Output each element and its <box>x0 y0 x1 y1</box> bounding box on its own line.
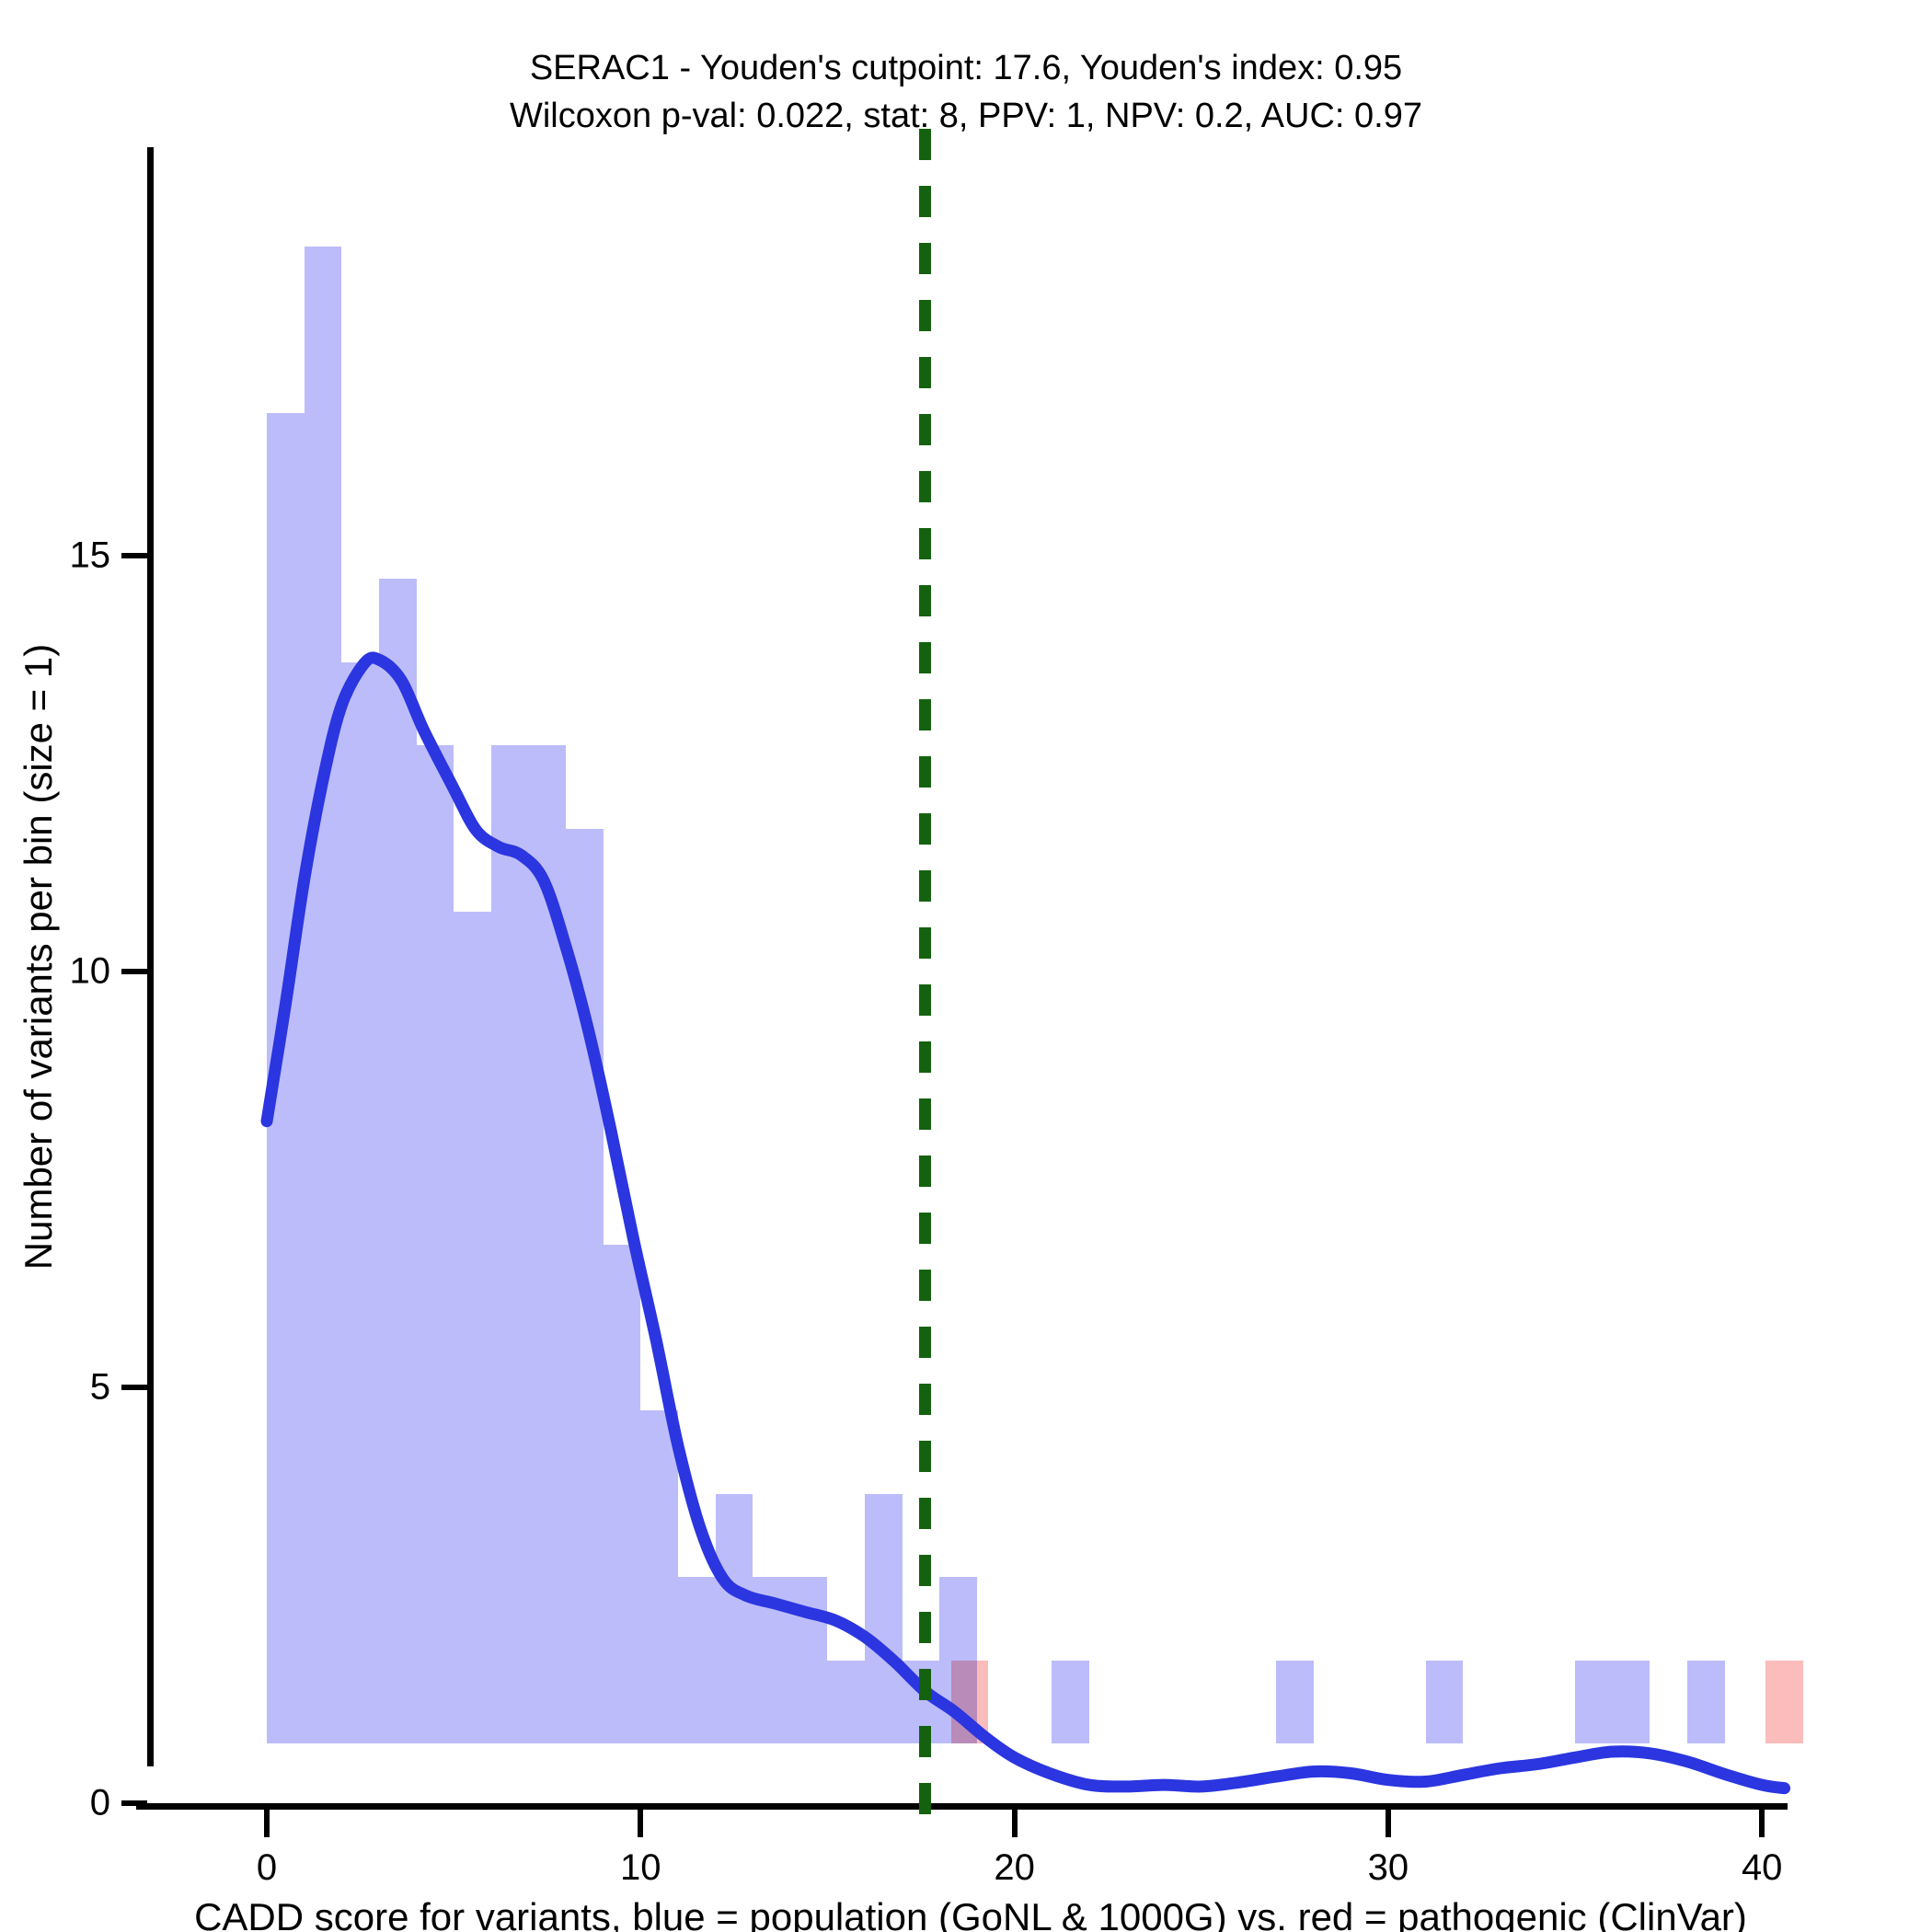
kde-path <box>260 651 1791 1795</box>
y-tick <box>121 1800 147 1806</box>
chart-title-line1: SERAC1 - Youden's cutpoint: 17.6, Youden… <box>529 49 1403 87</box>
x-tick <box>1759 1810 1765 1837</box>
histogram-bar <box>865 1493 903 1743</box>
x-tick <box>1385 1810 1391 1837</box>
histogram-bar <box>490 745 529 1743</box>
histogram-bar <box>1575 1660 1613 1743</box>
x-tick-label: 40 <box>1741 1847 1783 1888</box>
y-tick <box>121 1385 147 1390</box>
histogram-bar <box>1425 1660 1464 1743</box>
kde-curve <box>260 651 1791 1795</box>
histogram-bar <box>715 1493 753 1743</box>
x-tick-label: 0 <box>256 1847 278 1888</box>
y-tick <box>121 553 147 558</box>
y-tick-label: 10 <box>69 950 111 992</box>
x-tick <box>1011 1810 1018 1837</box>
x-tick-label: 10 <box>620 1847 661 1888</box>
histogram-bar <box>827 1660 866 1743</box>
y-tick <box>121 969 147 974</box>
y-tick-label: 5 <box>89 1366 110 1408</box>
y-tick-label: 0 <box>89 1782 110 1823</box>
cutpoint-line <box>919 129 932 1822</box>
histogram-bar <box>416 745 454 1743</box>
x-tick-label: 30 <box>1367 1847 1409 1888</box>
x-tick <box>638 1810 644 1837</box>
histogram-bar <box>341 661 379 1743</box>
y-tick-label: 15 <box>69 535 111 576</box>
histogram-bar <box>1052 1660 1089 1743</box>
x-tick-label: 20 <box>994 1847 1035 1888</box>
histogram-bar <box>304 246 342 1743</box>
histogram-bar <box>1765 1660 1803 1743</box>
histogram-bar <box>1612 1660 1650 1743</box>
histogram-bar <box>454 912 491 1743</box>
y-axis-line <box>147 147 154 1766</box>
histogram-bar <box>640 1410 678 1743</box>
y-axis-label: Number of variants per bin (size = 1) <box>17 643 60 1271</box>
x-axis-line <box>136 1803 1788 1810</box>
chart-title: SERAC1 - Youden's cutpoint: 17.6, Youden… <box>0 44 1932 140</box>
plot-area: 0 5 10 15 0 10 20 30 40 Number of variants per … <box>17 129 1803 1932</box>
histogram-bar <box>1686 1660 1725 1743</box>
x-tick <box>264 1810 270 1837</box>
histogram-bar <box>603 1244 641 1743</box>
histogram-bar <box>1276 1660 1314 1743</box>
x-axis-label: CADD score for variants, blue = populati… <box>194 1895 1747 1932</box>
histogram-bar <box>378 579 417 1743</box>
chart-title-line2: Wilcoxon p-val: 0.022, stat: 8, PPV: 1, … <box>510 97 1422 135</box>
histogram-bar <box>677 1577 716 1743</box>
